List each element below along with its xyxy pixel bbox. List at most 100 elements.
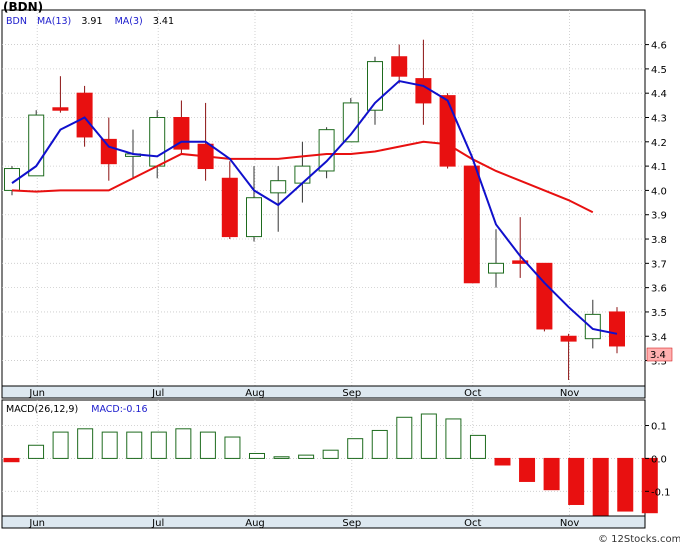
legend-ma13-value: 3.91 bbox=[81, 16, 102, 27]
ma3-line bbox=[11, 79, 618, 335]
ma13-line bbox=[11, 140, 594, 214]
candle-body bbox=[221, 177, 238, 238]
macd-bar bbox=[77, 428, 94, 459]
macd-x-tick-label: Nov bbox=[560, 518, 580, 529]
candle-body bbox=[584, 313, 601, 340]
macd-legend-value: MACD:-0.16 bbox=[91, 404, 147, 415]
macd-bars bbox=[3, 413, 658, 517]
macd-bar bbox=[249, 452, 265, 459]
price-x-tick-label: Oct bbox=[464, 388, 481, 399]
price-y-tick-label: 4.4 bbox=[651, 89, 667, 100]
candle-body bbox=[415, 78, 432, 104]
price-y-tick-label: 4.2 bbox=[651, 138, 667, 149]
macd-bar bbox=[347, 438, 364, 459]
moving-average-lines bbox=[11, 79, 618, 335]
price-date-strip bbox=[1, 385, 646, 399]
macd-bar bbox=[568, 457, 585, 505]
macd-legend: MACD(26,12,9) MACD:-0.16 bbox=[6, 397, 148, 416]
price-y-tick-label: 3.6 bbox=[651, 284, 667, 295]
candle-body bbox=[318, 129, 335, 172]
macd-bar bbox=[396, 416, 413, 459]
macd-bar bbox=[28, 444, 45, 459]
price-y-tick-label: 4.6 bbox=[651, 41, 667, 52]
macd-bar bbox=[126, 431, 143, 459]
macd-bar bbox=[52, 431, 69, 459]
macd-bar bbox=[592, 457, 609, 517]
price-y-tick-label: 4.0 bbox=[651, 186, 667, 197]
price-x-tick-label: Aug bbox=[245, 388, 265, 399]
price-x-tick-label: Sep bbox=[342, 388, 361, 399]
macd-legend-label: MACD(26,12,9) bbox=[6, 404, 78, 415]
macd-x-tick-label: Jun bbox=[28, 518, 45, 529]
macd-bar bbox=[420, 413, 437, 459]
price-y-tick-label: 3.8 bbox=[651, 235, 667, 246]
macd-x-tick-label: Sep bbox=[342, 518, 361, 529]
candle-body bbox=[367, 61, 383, 111]
macd-bar bbox=[641, 457, 658, 514]
price-y-tick-label: 3.4 bbox=[651, 332, 667, 343]
legend-ma13-label: MA(13) bbox=[37, 16, 71, 27]
candle-body bbox=[560, 335, 577, 342]
macd-bar bbox=[494, 457, 511, 466]
price-y-tick-label: 4.1 bbox=[651, 162, 667, 173]
candle-body bbox=[76, 92, 93, 138]
chart-title: (BDN) bbox=[3, 0, 43, 14]
candle-body bbox=[391, 56, 408, 77]
macd-bar bbox=[469, 434, 486, 459]
price-x-tick-labels: Jun Jul Aug Sep Oct Nov bbox=[28, 388, 579, 399]
macd-bar bbox=[101, 431, 118, 459]
macd-bar bbox=[371, 429, 388, 459]
macd-bar bbox=[322, 449, 339, 459]
last-price-badge: 3.4 bbox=[650, 350, 666, 361]
candle-body bbox=[512, 260, 529, 264]
macd-y-tick-label: 0.1 bbox=[651, 422, 667, 433]
macd-x-tick-label: Jul bbox=[151, 518, 164, 529]
price-y-tick-label: 3.7 bbox=[651, 259, 667, 270]
candle-body bbox=[270, 180, 287, 194]
candle-body bbox=[488, 262, 504, 274]
candle-body bbox=[463, 165, 480, 284]
price-legend: BDN MA(13) 3.91 MA(3) 3.41 bbox=[6, 9, 174, 28]
last-price-badge-bg bbox=[646, 347, 673, 362]
macd-x-tick-label: Aug bbox=[245, 518, 265, 529]
macd-bar bbox=[273, 456, 290, 459]
legend-ma3-label: MA(3) bbox=[115, 16, 143, 27]
candle-body bbox=[149, 117, 166, 167]
price-y-axis: 3.33.43.53.63.73.83.94.04.14.24.34.44.54… bbox=[645, 41, 667, 368]
macd-x-tick-labels: Jun Jul Aug Sep Oct Nov bbox=[28, 518, 579, 529]
macd-bar bbox=[519, 457, 536, 482]
price-y-tick-label: 3.5 bbox=[651, 308, 667, 319]
macd-bar bbox=[445, 418, 462, 459]
price-x-tick-label: Jul bbox=[151, 388, 164, 399]
macd-bar bbox=[150, 431, 167, 459]
candle-body bbox=[52, 107, 69, 111]
macd-bar bbox=[199, 431, 216, 459]
price-y-tick-label: 4.3 bbox=[651, 114, 667, 125]
price-y-tick-label: 4.5 bbox=[651, 65, 667, 76]
price-x-tick-label: Nov bbox=[560, 388, 580, 399]
macd-bar bbox=[298, 454, 315, 459]
candle-body bbox=[609, 311, 625, 347]
macd-date-strip bbox=[1, 515, 646, 529]
price-panel bbox=[1, 9, 646, 399]
price-y-tick-label: 3.3 bbox=[651, 357, 667, 368]
legend-ma3-value: 3.41 bbox=[153, 16, 174, 27]
candle-body bbox=[342, 102, 359, 143]
macd-x-tick-label: Oct bbox=[464, 518, 481, 529]
macd-bar bbox=[3, 457, 20, 463]
macd-bar bbox=[224, 436, 241, 459]
candle-body bbox=[294, 165, 311, 184]
macd-y-axis: 0.1 0.0 -0.1 bbox=[645, 422, 671, 498]
macd-bar bbox=[617, 457, 634, 512]
candle-body bbox=[439, 95, 456, 167]
price-x-tick-label: Jun bbox=[28, 388, 45, 399]
candle-body bbox=[246, 197, 262, 238]
macd-bar bbox=[175, 428, 192, 459]
legend-symbol: BDN bbox=[6, 16, 27, 27]
macd-bar bbox=[543, 457, 560, 491]
candle-body bbox=[100, 138, 117, 165]
candle-body bbox=[536, 262, 553, 330]
price-y-tick-label: 3.9 bbox=[651, 211, 667, 222]
